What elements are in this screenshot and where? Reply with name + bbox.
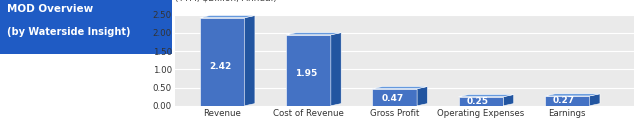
Text: 21.77%: 21.77%	[131, 73, 166, 82]
Text: (by Waterside Insight): (by Waterside Insight)	[7, 27, 131, 37]
Text: Net Profit Margin: Net Profit Margin	[7, 90, 92, 99]
Text: MOD Overview: MOD Overview	[7, 4, 93, 14]
Polygon shape	[200, 18, 244, 106]
Polygon shape	[372, 86, 428, 89]
Polygon shape	[589, 94, 600, 106]
Polygon shape	[545, 96, 589, 106]
Polygon shape	[458, 94, 514, 97]
Text: 0.27: 0.27	[553, 96, 575, 105]
Polygon shape	[503, 94, 514, 106]
Text: Debt-to-Equity: Debt-to-Equity	[7, 107, 79, 116]
Text: 0.25: 0.25	[467, 97, 488, 106]
Text: EPS (TTM): EPS (TTM)	[7, 55, 56, 64]
Text: Gross Margin: Gross Margin	[7, 73, 72, 82]
Polygon shape	[286, 35, 331, 106]
Polygon shape	[286, 33, 341, 35]
Text: 50.31%: 50.31%	[131, 107, 166, 116]
Text: 2.42: 2.42	[209, 62, 231, 71]
Polygon shape	[244, 15, 255, 106]
Text: 1.95: 1.95	[295, 69, 317, 78]
Text: (TTM, $Billion, Annual): (TTM, $Billion, Annual)	[175, 0, 276, 3]
Polygon shape	[372, 89, 417, 106]
Polygon shape	[200, 15, 255, 18]
Text: $3.88: $3.88	[139, 55, 166, 64]
Text: 0.47: 0.47	[381, 94, 404, 103]
Text: 7.49%: 7.49%	[136, 90, 166, 99]
Polygon shape	[331, 33, 341, 106]
Polygon shape	[458, 97, 503, 106]
Bar	[0, 0, 172, 54]
Polygon shape	[545, 94, 600, 96]
Polygon shape	[417, 86, 428, 106]
